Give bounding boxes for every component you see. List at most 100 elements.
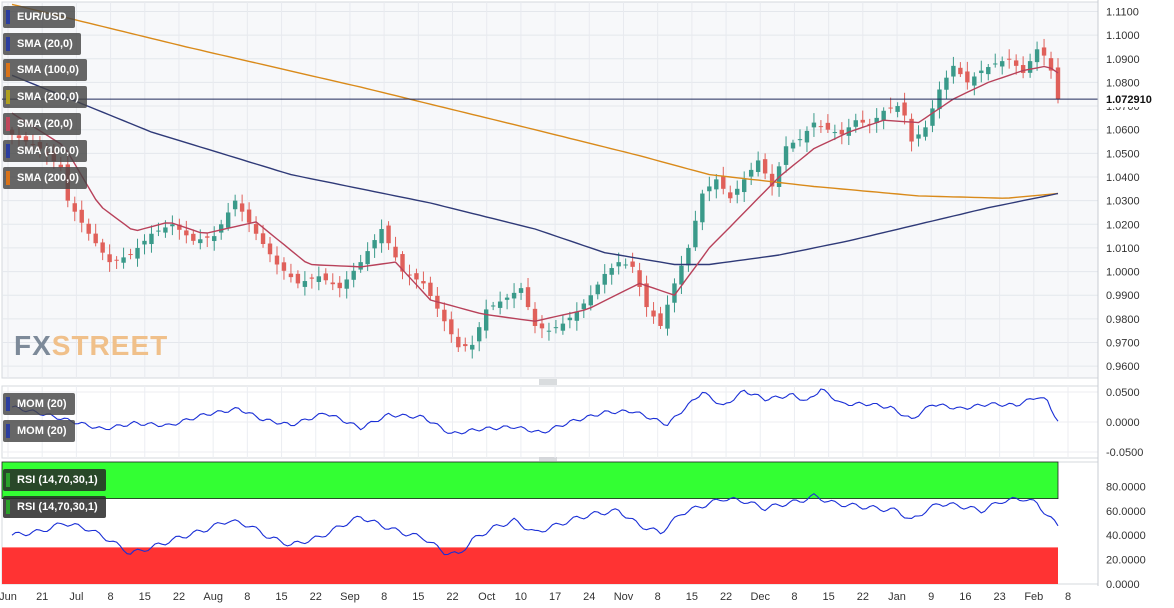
candle-body xyxy=(965,71,970,83)
time-axis-label: 15 xyxy=(686,591,698,603)
candle-body xyxy=(923,127,928,137)
rsi-swatch xyxy=(6,473,10,487)
time-axis-label: Dec xyxy=(750,591,770,603)
candle-body xyxy=(539,323,545,329)
candle-body xyxy=(379,229,384,244)
price-axis-label: 1.0000 xyxy=(1106,267,1140,279)
candle-body xyxy=(1034,49,1040,63)
candle-body xyxy=(700,193,705,223)
indicator-tag[interactable]: SMA (100,0) xyxy=(3,59,87,81)
candle-body xyxy=(972,76,977,86)
indicator-label: SMA (100,0) xyxy=(17,145,79,157)
candle-body xyxy=(546,330,552,332)
candle-body xyxy=(107,254,112,263)
watermark-fx: FX xyxy=(14,330,52,361)
time-axis-label: 15 xyxy=(412,591,424,603)
candle-body xyxy=(414,273,419,280)
price-axis-label: 1.1000 xyxy=(1106,30,1140,42)
candle-body xyxy=(630,261,635,267)
instrument-tag[interactable]: EUR/USD xyxy=(3,6,75,28)
candle-body xyxy=(470,344,475,350)
candle-body xyxy=(456,336,461,348)
mom-label: MOM (20) xyxy=(17,398,67,410)
indicator-swatch xyxy=(6,171,10,185)
candle-body xyxy=(825,122,831,130)
time-axis-label: 22 xyxy=(857,591,869,603)
candle-body xyxy=(790,142,796,149)
candle-body xyxy=(442,309,447,322)
indicator-tag[interactable]: SMA (100,0) xyxy=(3,140,87,162)
candle-body xyxy=(707,186,712,192)
candle-body xyxy=(421,281,426,284)
candle-body xyxy=(198,239,203,244)
candle-body xyxy=(1041,47,1047,56)
candle-body xyxy=(449,319,454,335)
price-axis-label: 1.1100 xyxy=(1106,6,1139,18)
candle-body xyxy=(769,173,775,187)
time-axis-label: 23 xyxy=(993,591,1005,603)
time-axis-label: 10 xyxy=(515,591,527,603)
indicator-tag[interactable]: SMA (20,0) xyxy=(3,33,81,55)
sma100-line xyxy=(11,74,1059,266)
indicator-swatch xyxy=(6,144,10,158)
indicator-swatch xyxy=(6,117,10,131)
candle-body xyxy=(979,70,984,74)
rsi-tag[interactable]: RSI (14,70,30,1) xyxy=(3,496,106,518)
candle-body xyxy=(365,251,370,265)
candle-body xyxy=(1020,65,1026,73)
watermark-street: STREET xyxy=(51,330,169,361)
candle-body xyxy=(58,164,64,168)
time-axis-label: 15 xyxy=(823,591,835,603)
rsi-axis-label: 20.0000 xyxy=(1106,555,1146,567)
rsi-overbought-zone xyxy=(1,461,1059,499)
indicator-swatch xyxy=(6,37,10,51)
indicator-tag[interactable]: SMA (200,0) xyxy=(3,86,87,108)
candle-body xyxy=(783,146,789,165)
instrument-swatch xyxy=(6,10,10,24)
time-axis-label: 24 xyxy=(583,591,595,603)
price-axis-label: 1.0600 xyxy=(1106,125,1140,137)
price-axis-label: 1.0200 xyxy=(1106,219,1140,231)
indicator-tag[interactable]: SMA (200,0) xyxy=(3,167,87,189)
candle-body xyxy=(958,67,963,75)
mom-axis-label: 0.0500 xyxy=(1106,387,1140,399)
candle-body xyxy=(219,224,224,233)
time-axis-label: 15 xyxy=(275,591,287,603)
indicator-swatch xyxy=(6,90,10,104)
candle-body xyxy=(86,223,91,234)
candle-body xyxy=(504,297,510,300)
candle-body xyxy=(581,303,587,310)
candle-body xyxy=(497,301,503,308)
candle-body xyxy=(281,262,287,271)
candle-body xyxy=(567,317,573,321)
indicator-tag[interactable]: SMA (20,0) xyxy=(3,113,81,135)
candle-body xyxy=(672,283,677,303)
candle-body xyxy=(951,65,956,77)
indicator-label: SMA (100,0) xyxy=(17,64,79,76)
candle-body xyxy=(686,247,691,266)
candle-body xyxy=(100,242,105,253)
candle-body xyxy=(212,236,217,242)
time-axis-label: 16 xyxy=(959,591,971,603)
candle-body xyxy=(128,254,133,256)
time-axis-label: Jun xyxy=(0,591,17,603)
candle-body xyxy=(351,270,356,280)
time-axis-label: Jan xyxy=(888,591,906,603)
price-axis-label: 1.0800 xyxy=(1106,77,1140,89)
candle-body xyxy=(177,224,182,230)
candle-body xyxy=(532,308,538,326)
candle-body xyxy=(595,284,600,295)
candle-body xyxy=(490,305,496,307)
price-axis-label: 1.0300 xyxy=(1106,196,1140,208)
time-axis-label: Oct xyxy=(478,591,495,603)
rsi-tag[interactable]: RSI (14,70,30,1) xyxy=(3,469,106,491)
candle-body xyxy=(637,270,642,287)
time-axis-label: Feb xyxy=(1024,591,1043,603)
mom-tag[interactable]: MOM (20) xyxy=(3,393,75,415)
mom-tag[interactable]: MOM (20) xyxy=(3,420,75,442)
time-axis-label: 8 xyxy=(244,591,250,603)
candle-body xyxy=(142,240,147,245)
candle-body xyxy=(602,273,607,285)
candle-body xyxy=(407,274,412,276)
candle-body xyxy=(16,135,22,138)
